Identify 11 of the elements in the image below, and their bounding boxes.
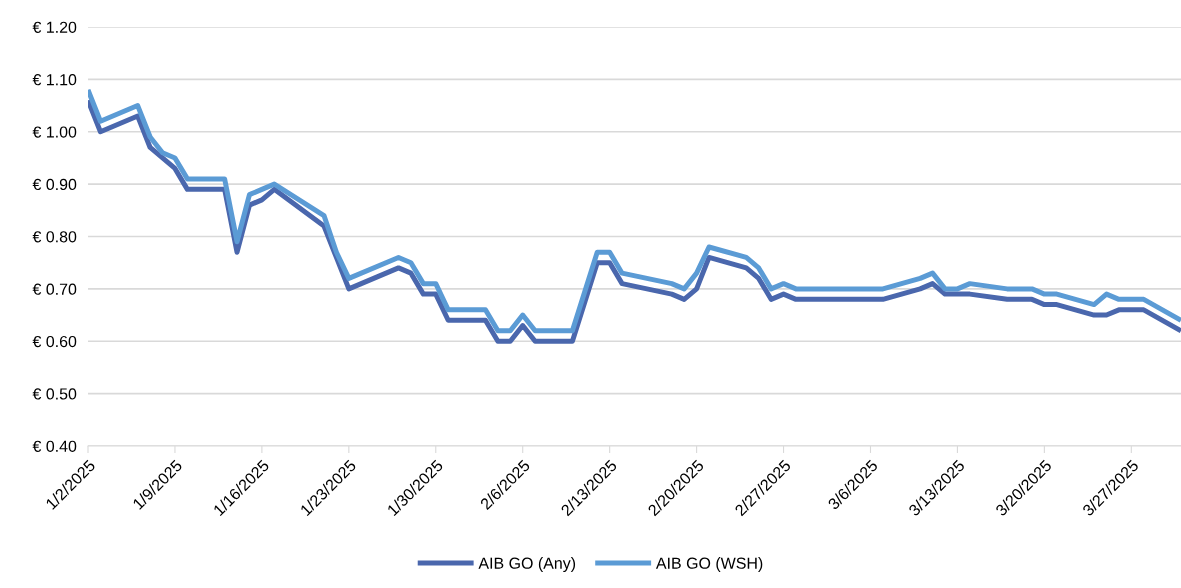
y-tick-label: € 0.60: [32, 335, 77, 348]
legend-label: AIB GO (WSH): [655, 557, 763, 572]
y-tick-label: € 0.90: [32, 178, 77, 191]
y-tick-label: € 0.70: [32, 283, 77, 295]
y-tick-label: € 1.00: [32, 126, 77, 138]
legend-label: AIB GO (Any): [478, 557, 576, 572]
y-tick-label: € 0.80: [32, 231, 77, 243]
y-tick-label: € 1.20: [32, 21, 77, 33]
y-tick-label: € 0.50: [32, 388, 77, 400]
y-tick-label: € 1.10: [32, 74, 77, 86]
y-tick-label: € 0.40: [32, 440, 77, 452]
